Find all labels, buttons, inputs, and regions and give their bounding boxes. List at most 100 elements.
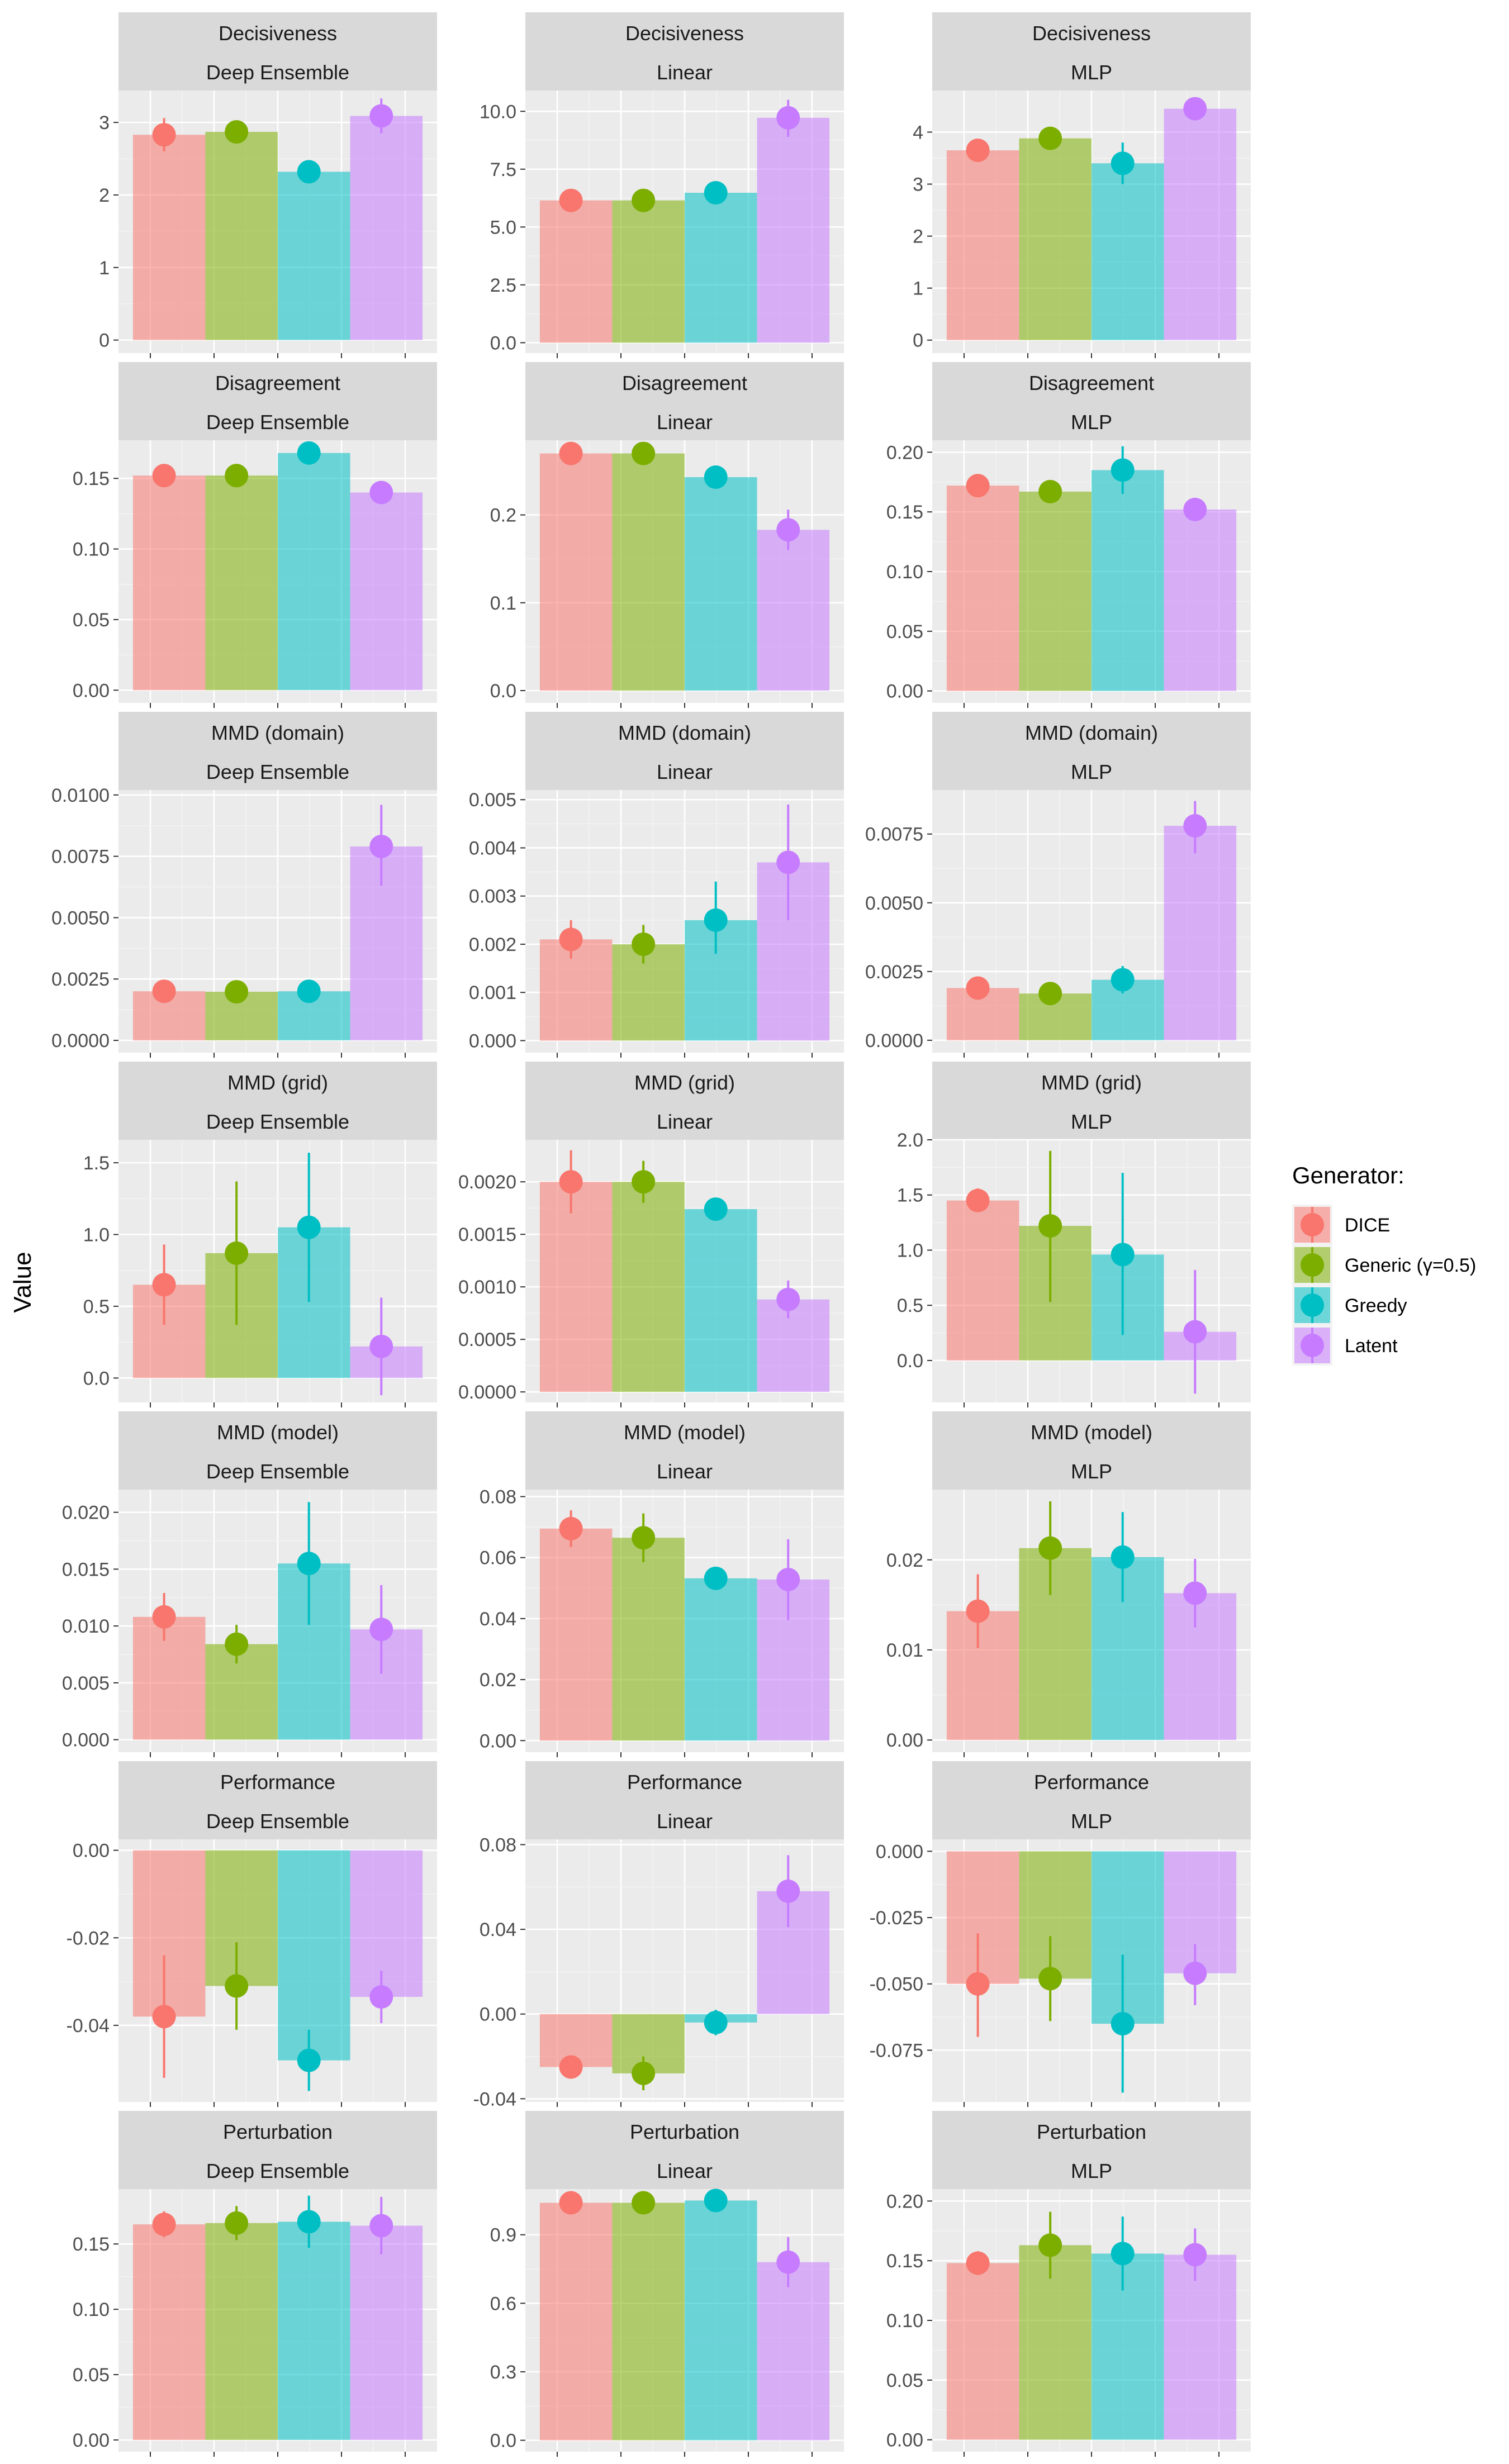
panel-disagreement-linear: Disagreement Linear 0.0 0.1 0.2 xyxy=(490,362,844,708)
point-greedy xyxy=(704,2010,728,2034)
y-tick-label: 0.0000 xyxy=(458,1382,516,1403)
point-greedy xyxy=(704,1197,728,1221)
y-tick-label: 0.15 xyxy=(886,2251,923,2272)
strip-background xyxy=(118,2111,437,2189)
bar-dice xyxy=(132,1850,206,2017)
point-dice xyxy=(152,2213,176,2237)
strip-background xyxy=(932,2111,1251,2189)
y-tick-label: 0.00 xyxy=(480,1730,516,1752)
panel-performance-deep-ensemble: Performance Deep Ensemble -0.04 -0.02 0.00 xyxy=(67,1761,437,2107)
y-tick-label: 1 xyxy=(913,278,923,299)
point-generic-0-5 xyxy=(225,1632,249,1656)
bar-dice xyxy=(946,1851,1019,1984)
bar-generic-0-5 xyxy=(612,1182,685,1392)
strip-metric-label: Decisiveness xyxy=(1032,22,1151,45)
bar-generic-0-5 xyxy=(612,200,685,343)
bar-greedy xyxy=(278,1227,350,1378)
panel-disagreement-mlp: Disagreement MLP 0.00 0.05 0.10 0.15 0.20 xyxy=(886,362,1251,708)
bar-dice xyxy=(946,2263,1019,2440)
bar-latent xyxy=(1164,509,1237,691)
strip-metric-label: MMD (model) xyxy=(1031,1421,1152,1444)
point-latent xyxy=(1183,1581,1207,1605)
strip-model-label: Linear xyxy=(657,61,713,84)
y-tick-label: 0.0050 xyxy=(865,893,923,914)
strip-model-label: Deep Ensemble xyxy=(206,1460,349,1483)
bar-dice xyxy=(132,1285,206,1378)
y-tick-label: 0.1 xyxy=(490,593,516,614)
panel-mmd-grid-deep-ensemble: MMD (grid) Deep Ensemble 0.0 0.5 1.0 1.5 xyxy=(83,1062,437,1407)
y-tick-label: 0.004 xyxy=(469,838,516,859)
y-tick-label: 0.010 xyxy=(62,1616,110,1637)
point-latent xyxy=(776,106,800,130)
y-tick-label: 0.15 xyxy=(886,502,923,523)
strip-model-label: MLP xyxy=(1071,2159,1112,2182)
y-tick-label: 1.5 xyxy=(83,1153,110,1174)
panel-perturbation-deep-ensemble: Perturbation Deep Ensemble 0.00 0.05 0.10 0.1… xyxy=(73,2111,437,2457)
y-tick-label: -0.050 xyxy=(870,1974,923,1995)
y-tick-label: 0.00 xyxy=(480,2004,516,2025)
panel-disagreement-deep-ensemble: Disagreement Deep Ensemble 0.00 0.05 0.10 0.1… xyxy=(73,362,437,708)
bar-greedy xyxy=(685,1209,757,1392)
y-tick-label: 0.015 xyxy=(62,1559,110,1580)
strip-metric-label: Disagreement xyxy=(622,372,747,394)
y-tick-label: 0.0 xyxy=(490,681,516,702)
y-tick-label: 0.10 xyxy=(886,2310,923,2332)
point-latent xyxy=(776,1568,800,1592)
bar-dice xyxy=(946,1611,1019,1740)
y-tick-label: 0.005 xyxy=(62,1673,110,1694)
point-dice xyxy=(559,2191,583,2215)
strip-background xyxy=(525,1761,844,1839)
y-tick-label: 0.05 xyxy=(73,610,110,631)
strip-background xyxy=(932,12,1251,91)
y-tick-label: 2.5 xyxy=(490,275,516,296)
panel-decisiveness-deep-ensemble: Decisiveness Deep Ensemble 0 1 2 3 xyxy=(99,12,437,358)
bar-latent xyxy=(757,1891,830,2014)
strip-background xyxy=(118,712,437,790)
y-tick-label: 0.00 xyxy=(886,2430,923,2451)
bar-latent xyxy=(350,116,423,340)
panel-mmd-domain-mlp: MMD (domain) MLP 0.0000 0.0025 0.0050 0.0075 xyxy=(865,712,1251,1058)
y-tick-label: 7.5 xyxy=(490,159,516,180)
point-latent xyxy=(1183,97,1207,121)
strip-model-label: Linear xyxy=(657,411,713,434)
y-tick-label: 0.20 xyxy=(886,442,923,463)
panel-decisiveness-linear: Decisiveness Linear 0.0 2.5 5.0 7.5 10.0 xyxy=(480,12,844,358)
point-latent xyxy=(776,1879,800,1903)
strip-model-label: MLP xyxy=(1071,61,1112,84)
bar-generic-0-5 xyxy=(612,944,685,1041)
strip-metric-label: Performance xyxy=(220,1771,335,1794)
y-tick-label: 0.005 xyxy=(469,789,516,811)
bar-generic-0-5 xyxy=(205,132,278,340)
bar-latent xyxy=(1164,1851,1237,1973)
strip-model-label: MLP xyxy=(1071,1460,1112,1483)
y-tick-label: 0.05 xyxy=(886,621,923,643)
bar-dice xyxy=(946,1200,1019,1361)
strip-model-label: MLP xyxy=(1071,1810,1112,1833)
point-dice xyxy=(559,2055,583,2079)
y-tick-label: -0.04 xyxy=(473,2089,517,2110)
y-tick-label: 0.000 xyxy=(876,1841,923,1862)
y-tick-label: 5.0 xyxy=(490,217,516,238)
bar-dice xyxy=(946,150,1019,340)
point-dice xyxy=(559,1516,583,1540)
point-generic-0-5 xyxy=(1038,126,1062,150)
bar-generic-0-5 xyxy=(205,1850,278,1986)
point-dice xyxy=(966,976,990,1000)
y-tick-label: 0.0 xyxy=(490,332,516,354)
strip-background xyxy=(932,1761,1251,1839)
y-tick-label: 0.0 xyxy=(83,1368,110,1389)
point-latent xyxy=(776,1287,800,1311)
point-dice xyxy=(559,927,583,952)
bar-greedy xyxy=(685,477,757,691)
strip-model-label: MLP xyxy=(1071,1110,1112,1133)
bar-greedy xyxy=(278,1850,350,2061)
panel-perturbation-linear: Perturbation Linear 0.0 0.3 0.6 0.9 xyxy=(490,2111,844,2457)
bar-generic-0-5 xyxy=(612,2203,685,2441)
bar-latent xyxy=(1164,825,1237,1040)
y-tick-label: 0.001 xyxy=(469,982,516,1003)
point-latent xyxy=(369,1334,393,1358)
y-tick-label: 3 xyxy=(913,174,923,196)
y-tick-label: -0.075 xyxy=(870,2040,923,2061)
bar-latent xyxy=(350,2225,423,2440)
